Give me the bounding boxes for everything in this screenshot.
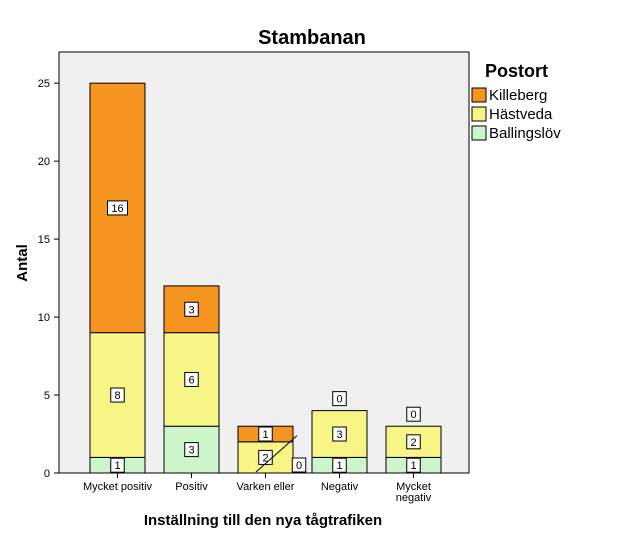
chart-title: Stambanan — [258, 27, 366, 49]
y-tick-label: 0 — [44, 468, 50, 480]
data-label-box — [332, 391, 347, 407]
data-label-hästveda-negativ: 3 — [332, 426, 347, 442]
data-label-ballingslöv-mycket-negativ: 1 — [406, 457, 421, 473]
x-tick-label-varken-eller: Varken eller — [237, 481, 295, 493]
legend-item-killeberg: Killeberg — [471, 87, 547, 104]
data-label-text: 1 — [262, 429, 268, 441]
y-tick-label: 5 — [44, 390, 50, 402]
x-tick-label-mycket-negativ: Mycket negativ — [396, 481, 432, 504]
legend-title: Postort — [485, 61, 548, 81]
data-label-killeberg-mycket-positiv: 16 — [107, 200, 128, 216]
legend-label: Hästveda — [489, 106, 553, 123]
legend: Postort Killeberg Hästveda Ballingslöv — [471, 61, 561, 142]
legend-label: Ballingslöv — [489, 125, 561, 142]
legend-swatch — [471, 87, 487, 103]
x-tick-label-mycket-positiv: Mycket positiv — [83, 481, 153, 493]
legend-item-ballingslöv: Ballingslöv — [471, 125, 561, 142]
data-label-killeberg-positiv: 3 — [184, 301, 199, 317]
data-label-box — [406, 406, 421, 422]
data-label-box — [291, 457, 307, 473]
data-label-text: 6 — [188, 374, 194, 386]
data-label-text: 0 — [410, 409, 416, 421]
data-labels-layer: 1 8 16 3 6 3 0 2 1 1 3 0 1 2 0 — [107, 200, 421, 473]
y-tick-label: 20 — [38, 156, 50, 168]
data-label-text: 0 — [336, 394, 342, 406]
x-axis-title: Inställning till den nya tågtrafiken — [144, 512, 382, 529]
data-label-text: 3 — [188, 445, 194, 457]
data-label-box — [184, 301, 199, 317]
data-label-box — [406, 434, 421, 450]
data-label-text: 2 — [262, 452, 268, 464]
data-label-box — [332, 426, 347, 442]
y-axis-title: Antal — [14, 244, 31, 282]
data-label-text: 1 — [410, 460, 416, 472]
data-label-text: 8 — [114, 390, 120, 402]
data-label-text: 3 — [188, 304, 194, 316]
data-label-box — [332, 457, 347, 473]
y-tick-label: 10 — [38, 312, 50, 324]
data-label-box — [107, 200, 128, 216]
data-label-killeberg-varken-eller: 1 — [258, 426, 273, 442]
legend-swatch — [471, 106, 487, 122]
data-label-text: 16 — [111, 203, 123, 215]
x-tick-label-negativ: Negativ — [321, 481, 359, 493]
data-label-box — [184, 442, 199, 458]
data-label-ballingslöv-positiv: 3 — [184, 442, 199, 458]
data-label-box — [184, 371, 199, 387]
legend-item-hästveda: Hästveda — [471, 106, 553, 123]
data-label-ballingslöv-mycket-positiv: 1 — [110, 457, 125, 473]
data-label-box — [258, 426, 273, 442]
data-label-killeberg-mycket-negativ: 0 — [406, 406, 421, 422]
data-label-hästveda-mycket-negativ: 2 — [406, 434, 421, 450]
data-label-box — [110, 457, 125, 473]
data-label-hästveda-positiv: 6 — [184, 371, 199, 387]
data-label-ballingslöv-negativ: 1 — [332, 457, 347, 473]
y-tick-label: 25 — [38, 78, 50, 90]
bars-layer — [89, 82, 442, 474]
data-label-text: 1 — [114, 460, 120, 472]
data-label-hästveda-varken-eller: 2 — [258, 449, 273, 465]
data-label-text: 3 — [336, 429, 342, 441]
x-axis: Mycket positiv Positiv Varken eller Negativ… — [83, 473, 432, 504]
legend-swatch — [471, 125, 487, 141]
x-tick-label-positiv: Positiv — [175, 481, 208, 493]
legend-label: Killeberg — [489, 87, 547, 104]
data-label-text: 1 — [336, 460, 342, 472]
data-label-killeberg-negativ: 0 — [332, 391, 347, 407]
data-label-hästveda-mycket-positiv: 8 — [110, 387, 125, 403]
data-label-box — [406, 457, 421, 473]
data-label-text: 2 — [410, 437, 416, 449]
data-label-ballingslöv-varken-eller: 0 — [291, 457, 307, 473]
y-tick-label: 15 — [38, 234, 50, 246]
y-axis: 0 5 10 15 20 25 — [38, 78, 59, 480]
data-label-text: 0 — [296, 460, 302, 472]
data-label-box — [110, 387, 125, 403]
zero-value-leader-line — [255, 435, 298, 473]
